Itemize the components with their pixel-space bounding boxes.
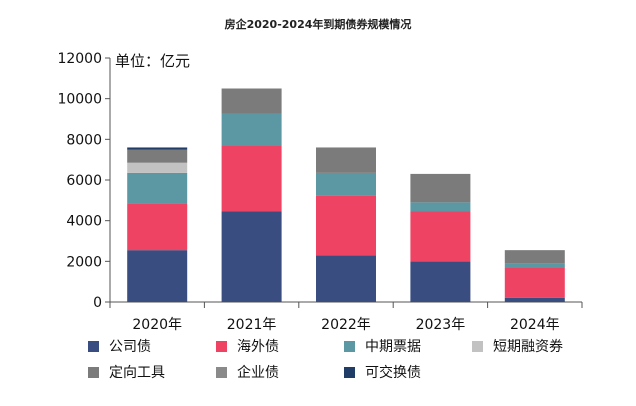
y-tick-label: 6000: [66, 173, 102, 189]
y-axis-unit-label: 单位：亿元: [115, 52, 191, 70]
y-tick-label: 10000: [57, 92, 102, 108]
legend-swatch: [216, 366, 227, 378]
x-tick-label: 2020年: [132, 317, 182, 333]
legend-swatch: [344, 340, 355, 352]
legend-label: 企业债: [237, 365, 279, 381]
legend-swatch: [344, 366, 355, 378]
bar-segment: [221, 145, 282, 212]
legend-label: 可交换债: [365, 365, 421, 381]
y-tick-label: 0: [93, 295, 102, 311]
chart-legend: 公司债 海外债 中期票据 短期融资券 定向工具 企业债 可交换债: [88, 336, 628, 382]
x-tick-label: 2023年: [416, 317, 466, 333]
legend-label: 定向工具: [109, 365, 165, 381]
legend-item: 中期票据: [344, 336, 472, 356]
bar-segment: [316, 195, 376, 256]
legend-swatch: [216, 340, 227, 352]
bar-segment: [127, 149, 188, 163]
y-tick-label: 4000: [66, 214, 102, 230]
bar-segment: [127, 203, 188, 251]
chart-title: 房企2020-2024年到期债券规模情况: [224, 18, 412, 31]
legend-swatch: [472, 340, 483, 352]
legend-swatch: [88, 366, 99, 378]
bar-segment: [410, 173, 471, 203]
bar-segment: [221, 211, 282, 302]
legend-label: 公司债: [109, 339, 151, 355]
legend-label: 中期票据: [365, 339, 421, 355]
legend-item: 海外债: [216, 336, 344, 356]
y-tick-label: 8000: [66, 132, 102, 148]
y-tick-label: 12000: [57, 51, 102, 67]
legend-item: 公司债: [88, 336, 216, 356]
bar-segment: [316, 172, 376, 196]
bar-segment: [127, 147, 188, 150]
x-tick-label: 2021年: [227, 317, 277, 333]
bar-segment: [127, 172, 188, 204]
legend-swatch: [88, 340, 99, 352]
legend-item: 企业债: [216, 362, 344, 382]
bar-segment: [410, 202, 471, 212]
bar-segment: [221, 88, 282, 114]
legend-item: 可交换债: [344, 362, 472, 382]
x-tick-label: 2024年: [510, 317, 560, 333]
legend-item: 短期融资券: [472, 336, 612, 356]
bar-segment: [504, 297, 565, 302]
bar-segment: [410, 261, 471, 302]
bar-segment: [127, 162, 188, 173]
x-tick-label: 2022年: [321, 317, 371, 333]
bar-segment: [316, 255, 376, 302]
y-tick-label: 2000: [66, 254, 102, 270]
legend-label: 海外债: [237, 339, 279, 355]
bar-segment: [316, 147, 376, 173]
bar-segment: [504, 267, 565, 298]
bar-segment: [504, 263, 565, 268]
bar-segment: [221, 113, 282, 146]
bar-segment: [127, 250, 188, 302]
bar-segment: [410, 211, 471, 262]
legend-label: 短期融资券: [493, 339, 563, 355]
bar-segment: [504, 250, 565, 264]
legend-item: 定向工具: [88, 362, 216, 382]
